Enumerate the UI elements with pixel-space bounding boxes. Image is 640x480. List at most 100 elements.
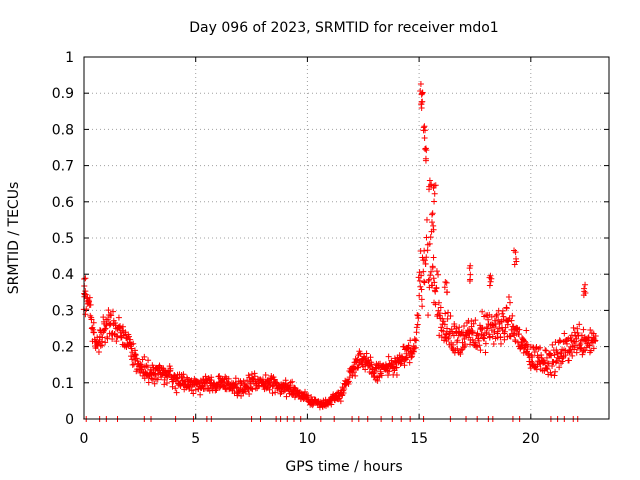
data-point — [82, 275, 89, 282]
data-point — [418, 296, 425, 303]
data-point — [441, 321, 448, 328]
data-point — [197, 391, 204, 398]
data-point — [385, 372, 392, 379]
data-point — [167, 365, 174, 372]
data-point — [476, 342, 483, 349]
data-point — [433, 284, 440, 291]
data-point — [466, 277, 473, 284]
data-point — [548, 352, 555, 359]
data-point — [543, 365, 550, 372]
data-point — [511, 332, 518, 339]
data-point — [428, 268, 435, 275]
y-tick-label: 0.8 — [52, 122, 74, 138]
y-tick-label: 0.5 — [52, 231, 74, 247]
data-point — [520, 337, 527, 344]
data-point — [106, 322, 113, 329]
data-point — [418, 286, 425, 293]
data-point — [582, 281, 589, 288]
data-point — [129, 361, 136, 368]
data-point — [127, 336, 134, 343]
data-point — [425, 312, 432, 319]
data-point — [143, 362, 150, 369]
data-point — [133, 355, 140, 362]
data-point — [432, 288, 439, 295]
data-point — [516, 326, 523, 333]
data-point — [427, 234, 434, 241]
data-point — [442, 279, 449, 286]
data-point — [416, 269, 423, 276]
data-point — [220, 379, 227, 386]
data-point — [414, 321, 421, 328]
data-point — [173, 389, 180, 396]
data-point — [289, 378, 296, 385]
data-point — [132, 352, 139, 359]
y-tick-label: 0 — [65, 412, 74, 428]
data-point — [481, 335, 488, 342]
data-point — [425, 277, 432, 284]
data-point — [87, 301, 94, 308]
data-point — [374, 377, 381, 384]
data-point — [431, 198, 438, 205]
data-point — [457, 350, 464, 357]
data-point — [266, 386, 273, 393]
data-point — [585, 335, 592, 342]
data-point — [497, 333, 504, 340]
y-tick-label: 1 — [65, 50, 74, 66]
data-point — [538, 352, 545, 359]
data-point — [450, 341, 457, 348]
data-point — [460, 344, 467, 351]
data-point — [361, 354, 368, 361]
data-point — [428, 219, 435, 226]
data-point — [100, 314, 107, 321]
data-point — [422, 260, 429, 267]
data-point — [559, 355, 566, 362]
data-point — [472, 317, 479, 324]
data-point — [315, 398, 322, 405]
data-point — [130, 340, 137, 347]
y-tick-label: 0.3 — [52, 303, 74, 319]
data-point — [188, 387, 195, 394]
data-point — [482, 340, 489, 347]
data-point — [367, 354, 374, 361]
data-point — [235, 390, 242, 397]
data-point — [86, 298, 93, 305]
data-point — [309, 402, 316, 409]
data-point — [345, 378, 352, 385]
data-point — [543, 354, 550, 361]
data-point — [246, 374, 253, 381]
data-point — [249, 386, 256, 393]
data-point — [443, 289, 450, 296]
data-point — [487, 278, 494, 285]
data-point — [528, 358, 535, 365]
data-point — [251, 373, 258, 380]
data-point — [429, 282, 436, 289]
data-point — [426, 240, 433, 247]
data-point — [508, 317, 515, 324]
data-point — [437, 304, 444, 311]
data-point — [467, 341, 474, 348]
data-point — [410, 348, 417, 355]
data-point — [544, 366, 551, 373]
data-point — [490, 341, 497, 348]
data-point — [580, 292, 587, 299]
x-tick-label: 0 — [80, 431, 89, 447]
data-point — [126, 333, 133, 340]
data-point — [422, 145, 429, 152]
data-point — [454, 337, 461, 344]
data-point — [418, 272, 425, 279]
data-point — [567, 334, 574, 341]
data-point — [422, 157, 429, 164]
data-point — [418, 105, 425, 112]
data-point — [427, 272, 434, 279]
data-point — [447, 313, 454, 320]
data-point — [113, 338, 120, 345]
data-point — [531, 348, 538, 355]
data-point — [233, 384, 240, 391]
data-point — [391, 367, 398, 374]
data-point — [486, 282, 493, 289]
data-point — [492, 324, 499, 331]
data-point — [484, 325, 491, 332]
data-point — [511, 247, 518, 254]
data-point — [445, 309, 452, 316]
